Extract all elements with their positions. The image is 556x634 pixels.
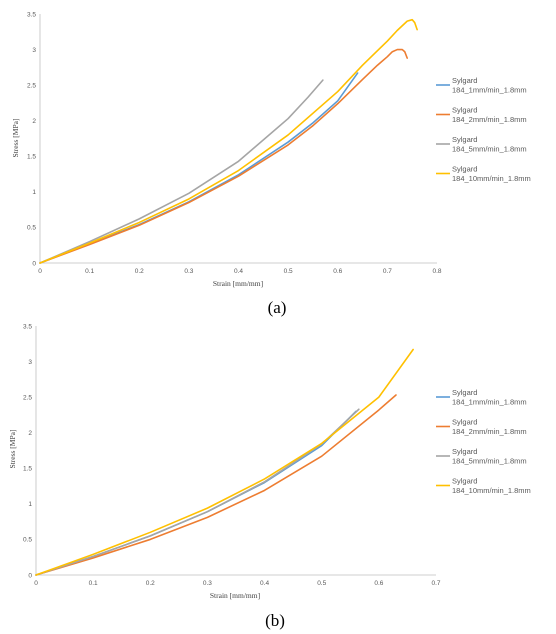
chart-a-ytick-label: 1 <box>32 189 36 196</box>
chart-a-series-line-1 <box>39 72 359 264</box>
chart-a-xtick-label: 0 <box>38 268 42 275</box>
chart-b-caption: (b) <box>265 611 285 630</box>
chart-b-xlabel: Strain [mm/mm] <box>210 591 260 600</box>
chart-a-series-line-2 <box>39 48 409 264</box>
chart-b-ytick-label: 3.5 <box>23 323 32 330</box>
chart-a-ylabel: Stress [MPa] <box>11 119 20 158</box>
chart-b-legend-label-3: Sylgard 184_5mm/min_1.8mm <box>452 447 527 466</box>
chart-a-legend-label-1: Sylgard 184_1mm/min_1.8mm <box>452 76 527 95</box>
chart-b-ytick-label: 2 <box>28 430 32 437</box>
chart-b-ytick-label: 3 <box>28 359 32 366</box>
chart-a-xtick-label: 0.3 <box>184 268 193 275</box>
chart-a-ytick-label: 1.5 <box>27 154 36 161</box>
chart-b-xtick-label: 0.3 <box>203 580 212 587</box>
chart-b-xtick-label: 0.2 <box>146 580 155 587</box>
chart-a-ytick-label: 3.5 <box>27 11 36 18</box>
chart-a: Strain [mm/mm] Stress [MPa] (a) 0 0.1 0.2 0… <box>11 11 531 317</box>
chart-a-xlabel: Strain [mm/mm] <box>213 279 263 288</box>
chart-b-xtick-label: 0.7 <box>431 580 440 587</box>
chart-b-xtick-label: 0.1 <box>89 580 98 587</box>
chart-b-legend-label-1: Sylgard 184_1mm/min_1.8mm <box>452 388 527 407</box>
chart-a-legend-label-2: Sylgard 184_2mm/min_1.8mm <box>452 106 527 125</box>
chart-b-xtick-label: 0.5 <box>317 580 326 587</box>
chart-a-caption: (a) <box>268 298 287 317</box>
chart-b-legend-label-4: Sylgard 184_10mm/min_1.8mm <box>452 477 531 496</box>
chart-a-xtick-label: 0.5 <box>284 268 293 275</box>
chart-a-ytick-label: 2 <box>32 118 36 125</box>
chart-a-ytick-label: 3 <box>32 47 36 54</box>
chart-a-legend-label-4: Sylgard 184_10mm/min_1.8mm <box>452 165 531 184</box>
chart-a-ytick-label: 0.5 <box>27 225 36 232</box>
chart-a-ytick-label: 0 <box>32 260 36 267</box>
chart-a-legend-label-3: Sylgard 184_5mm/min_1.8mm <box>452 135 527 154</box>
chart-b-xtick-label: 0 <box>34 580 38 587</box>
chart-b-ytick-label: 1.5 <box>23 466 32 473</box>
chart-a-xtick-label: 0.8 <box>432 268 441 275</box>
chart-a-xtick-label: 0.7 <box>383 268 392 275</box>
chart-b-ytick-label: 0 <box>28 572 32 579</box>
chart-b-xtick-label: 0.6 <box>374 580 383 587</box>
chart-b-series-line-1 <box>35 410 357 576</box>
chart-a-xtick-label: 0.2 <box>135 268 144 275</box>
chart-b-ytick-label: 0.5 <box>23 537 32 544</box>
chart-b-ytick-label: 2.5 <box>23 394 32 401</box>
chart-b-series-line-2 <box>35 394 397 576</box>
chart-a-xtick-label: 0.1 <box>85 268 94 275</box>
chart-b-xtick-label: 0.4 <box>260 580 269 587</box>
chart-b-series-line-4 <box>35 348 414 576</box>
chart-a-xtick-label: 0.6 <box>333 268 342 275</box>
chart-b-series-line-3 <box>35 408 360 576</box>
chart-a-series-line-3 <box>39 79 324 264</box>
chart-b: Strain [mm/mm] Stress [MPa] (b) 0 0.1 0.2 0… <box>8 323 531 630</box>
chart-b-legend-label-2: Sylgard 184_2mm/min_1.8mm <box>452 418 527 437</box>
chart-a-xtick-label: 0.4 <box>234 268 243 275</box>
chart-b-ylabel: Stress [MPa] <box>8 430 17 469</box>
chart-a-ytick-label: 2.5 <box>27 82 36 89</box>
chart-b-ytick-label: 1 <box>28 501 32 508</box>
chart-a-series-line-4 <box>39 18 418 264</box>
